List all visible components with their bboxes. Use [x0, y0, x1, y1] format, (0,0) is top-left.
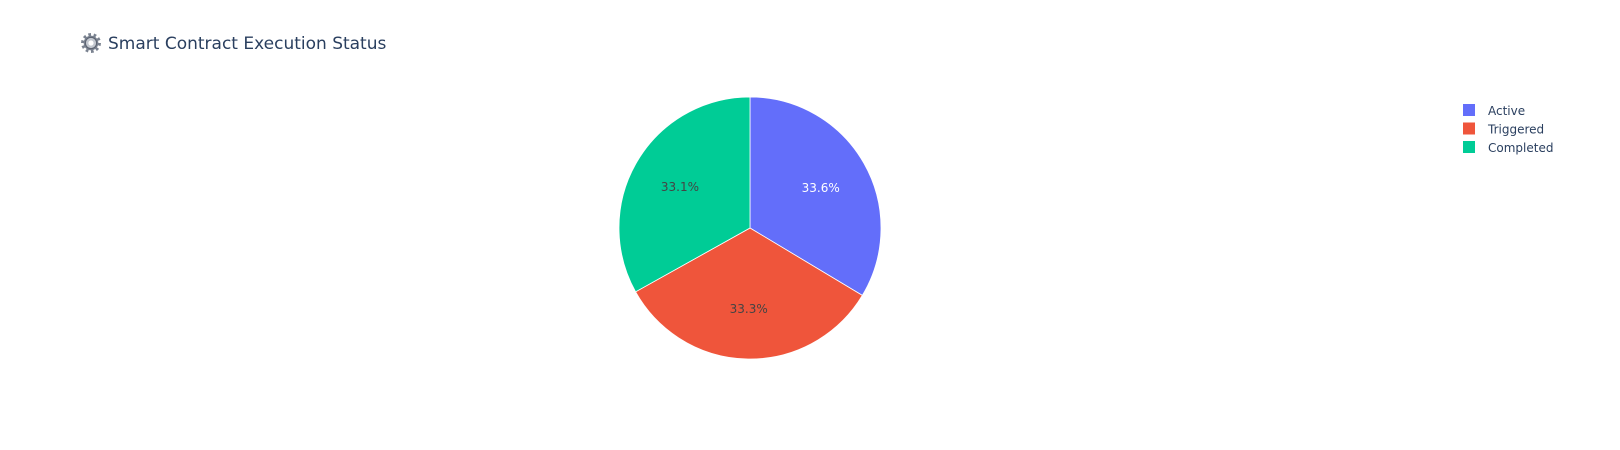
pie-slice-label-triggered: 33.3%	[730, 302, 768, 316]
pie-slice-label-active: 33.6%	[802, 181, 840, 195]
chart-title-text: Smart Contract Execution Status	[108, 34, 387, 54]
chart-title: Smart Contract Execution Status	[81, 33, 387, 54]
pie-slice-label-completed: 33.1%	[661, 180, 699, 194]
gear-icon	[81, 33, 101, 53]
legend-label-completed: Completed	[1488, 141, 1553, 155]
gear-icon-hole	[88, 40, 94, 46]
legend-item-triggered[interactable]: Triggered	[1463, 122, 1544, 137]
pie-slice-completed[interactable]	[618, 96, 751, 293]
legend-label-triggered: Triggered	[1487, 123, 1544, 137]
legend-swatch-triggered	[1463, 122, 1475, 135]
pie-slice-labels: 33.6% 33.3% 33.1%	[661, 180, 840, 316]
pie-slice-active[interactable]	[749, 96, 882, 296]
legend-swatch-active	[1463, 104, 1475, 116]
legend: Active Triggered Completed	[1463, 104, 1553, 155]
legend-label-active: Active	[1488, 104, 1525, 118]
legend-item-active[interactable]: Active	[1463, 104, 1525, 118]
pie-slice-triggered[interactable]	[635, 227, 863, 360]
legend-item-completed[interactable]: Completed	[1463, 141, 1553, 155]
legend-swatch-completed	[1463, 141, 1475, 153]
pie-slices	[618, 96, 882, 360]
